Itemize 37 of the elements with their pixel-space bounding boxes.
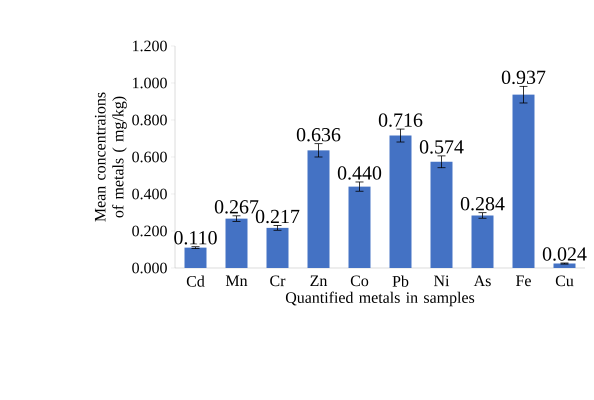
- y-axis-title: Mean concentraions of metals ( mg/kg): [94, 92, 127, 222]
- y-tick-label: 0.400: [132, 188, 167, 200]
- x-tick-label: Pb: [392, 276, 408, 287]
- x-tick-label: As: [474, 276, 491, 286]
- y-tick-label: 0.000: [132, 262, 167, 274]
- bar: [472, 215, 494, 268]
- data-label: 0.024: [542, 247, 587, 261]
- x-tick-label: Fe: [516, 276, 531, 286]
- y-tick-label: 0.600: [132, 152, 167, 162]
- x-tick-label: Co: [350, 276, 368, 286]
- bar: [266, 228, 288, 268]
- bar: [184, 248, 206, 268]
- data-label: 0.636: [296, 128, 340, 142]
- x-tick-label: Cd: [186, 276, 205, 287]
- data-label: 0.574: [420, 140, 464, 154]
- x-tick-label: Mn: [226, 276, 248, 286]
- x-axis-title: Quantified metals in samples: [286, 292, 474, 306]
- x-tick-label: Cu: [556, 276, 574, 286]
- data-label: 0.937: [502, 70, 546, 84]
- data-label: 0.716: [378, 113, 422, 127]
- data-label: 0.440: [338, 166, 382, 180]
- bar: [554, 264, 576, 268]
- bar: [226, 218, 248, 268]
- x-tick-label: Ni: [434, 276, 450, 286]
- bar: [430, 162, 452, 268]
- y-tick-label: 0.200: [132, 226, 167, 236]
- y-tick-label: 0.800: [132, 114, 167, 126]
- bar: [512, 94, 534, 268]
- data-label: 0.284: [460, 196, 505, 210]
- y-tick-label: 1.000: [133, 78, 167, 88]
- y-tick-label: 1.200: [133, 40, 167, 52]
- bar: [348, 186, 370, 268]
- data-label: 0.110: [174, 231, 217, 245]
- bar: [390, 136, 412, 268]
- x-tick-label: Cr: [270, 276, 286, 286]
- x-tick-label: Zn: [310, 276, 328, 286]
- bar: [308, 150, 330, 268]
